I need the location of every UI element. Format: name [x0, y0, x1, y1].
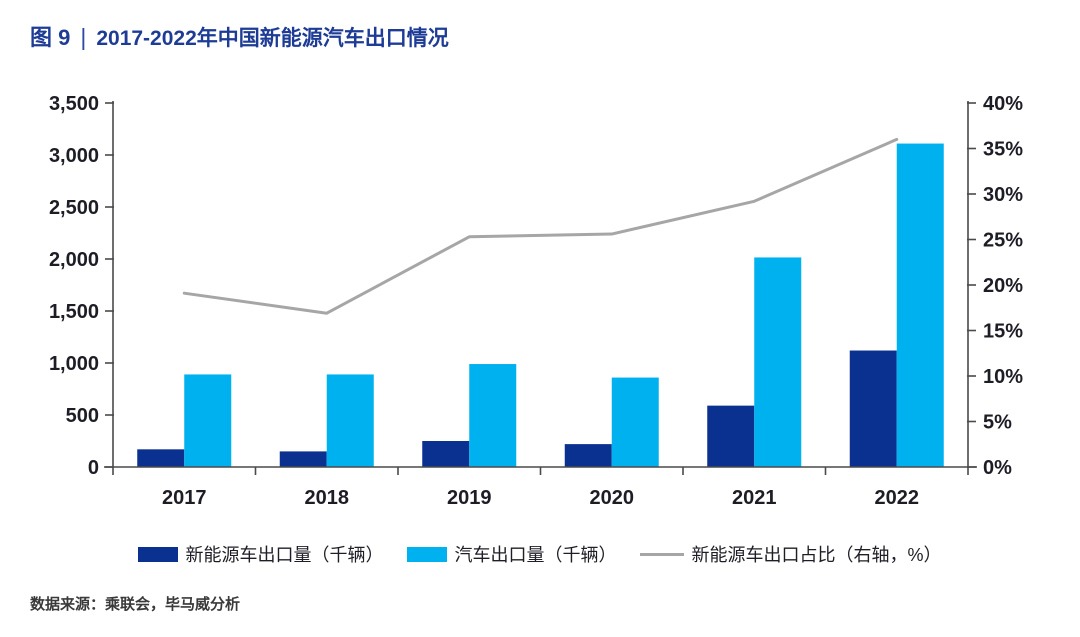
- title-separator: |: [80, 24, 87, 50]
- bar-auto-2021: [754, 257, 802, 467]
- legend-swatch-nev-bar: [138, 546, 179, 562]
- bar-auto-2019: [469, 364, 517, 467]
- legend-swatch-share-line: [640, 552, 685, 556]
- legend-item-export-share: 新能源车出口占比（右轴，%）: [640, 541, 942, 567]
- figure-number-label: 图 9: [30, 25, 71, 50]
- right-axis-tick-label: 30%: [983, 184, 1023, 206]
- right-axis-tick-label: 20%: [983, 275, 1023, 297]
- right-axis-tick-label: 10%: [983, 366, 1023, 388]
- bar-nev-2020: [564, 444, 612, 467]
- bar-nev-2021: [707, 405, 755, 467]
- legend-label-nev-exports: 新能源车出口量（千辆）: [185, 545, 384, 565]
- bar-auto-2020: [611, 377, 659, 467]
- right-axis-tick-label: 0%: [983, 457, 1012, 479]
- left-axis-tick-label: 1,500: [49, 301, 99, 323]
- x-axis-category-label: 2021: [732, 487, 777, 509]
- left-axis-tick-label: 3,500: [49, 93, 99, 115]
- bar-nev-2019: [422, 441, 470, 467]
- right-axis-tick-label: 15%: [983, 321, 1023, 343]
- source-note: 数据来源：乘联会，毕马威分析: [30, 596, 241, 613]
- bar-auto-2018: [326, 374, 374, 467]
- bar-nev-2017: [137, 449, 185, 467]
- legend-swatch-auto-bar: [407, 546, 448, 562]
- bar-nev-2018: [279, 451, 327, 467]
- bar-nev-2022: [849, 350, 897, 467]
- x-axis-category-label: 2018: [305, 487, 350, 509]
- left-axis-tick-label: 2,500: [49, 197, 99, 219]
- legend-item-nev-exports: 新能源车出口量（千辆）: [138, 541, 383, 567]
- x-axis-category-label: 2022: [875, 487, 920, 509]
- bar-auto-2017: [184, 374, 232, 467]
- export-share-line: [182, 137, 899, 315]
- bar-auto-2022: [896, 143, 944, 467]
- legend-label-export-share: 新能源车出口占比（右轴，%）: [691, 545, 942, 565]
- left-axis-tick-label: 1,000: [49, 353, 99, 375]
- x-axis-category-label: 2020: [590, 487, 635, 509]
- left-axis-tick-label: 0: [88, 457, 99, 479]
- x-axis-category-label: 2019: [447, 487, 492, 509]
- right-axis-tick-label: 25%: [983, 230, 1023, 252]
- right-axis-tick-label: 5%: [983, 412, 1012, 434]
- legend: 新能源车出口量（千辆） 汽车出口量（千辆） 新能源车出口占比（右轴，%）: [0, 541, 1080, 567]
- right-axis-tick-label: 40%: [983, 93, 1023, 115]
- x-axis-category-label: 2017: [162, 487, 207, 509]
- right-axis-tick-label: 35%: [983, 139, 1023, 161]
- left-axis-tick-label: 3,000: [49, 145, 99, 167]
- left-axis-tick-label: 2,000: [49, 249, 99, 271]
- legend-item-auto-exports: 汽车出口量（千辆）: [407, 541, 616, 567]
- chart-title: 2017-2022年中国新能源汽车出口情况: [96, 27, 449, 50]
- legend-label-auto-exports: 汽车出口量（千辆）: [454, 545, 617, 565]
- figure-title-row: 图 9 | 2017-2022年中国新能源汽车出口情况: [30, 20, 449, 52]
- left-axis-tick-label: 500: [66, 405, 99, 427]
